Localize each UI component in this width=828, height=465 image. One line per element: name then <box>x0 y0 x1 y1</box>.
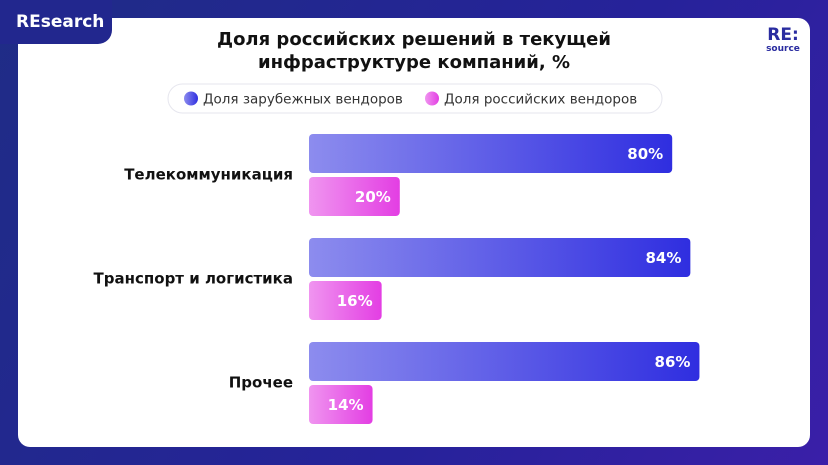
bar <box>309 177 400 216</box>
bar <box>309 385 373 424</box>
value-label: 20% <box>355 188 391 206</box>
legend-marker <box>425 91 439 106</box>
chart-title: Доля российских решений в текущей инфрас… <box>217 29 611 73</box>
legend-marker <box>184 91 198 106</box>
bar <box>309 342 700 381</box>
bar <box>309 238 691 277</box>
value-label: 84% <box>645 249 681 267</box>
logo-main: RE: <box>767 25 799 45</box>
logo-sub: source <box>766 44 800 54</box>
brand-tab: REsearch <box>0 0 112 44</box>
value-label: 86% <box>655 353 691 371</box>
category-label: Транспорт и логистика <box>94 270 293 288</box>
legend-label: Доля российских вендоров <box>444 92 637 108</box>
value-label: 16% <box>337 292 373 310</box>
legend-label: Доля зарубежных вендоров <box>203 92 403 108</box>
category-label: Прочее <box>229 374 293 392</box>
logo: RE: source <box>758 26 808 54</box>
legend-box <box>167 83 663 114</box>
value-label: 80% <box>627 145 663 163</box>
value-label: 14% <box>328 396 364 414</box>
category-label: Телекоммуникация <box>124 166 293 184</box>
bar <box>309 281 382 320</box>
bar <box>309 134 673 173</box>
